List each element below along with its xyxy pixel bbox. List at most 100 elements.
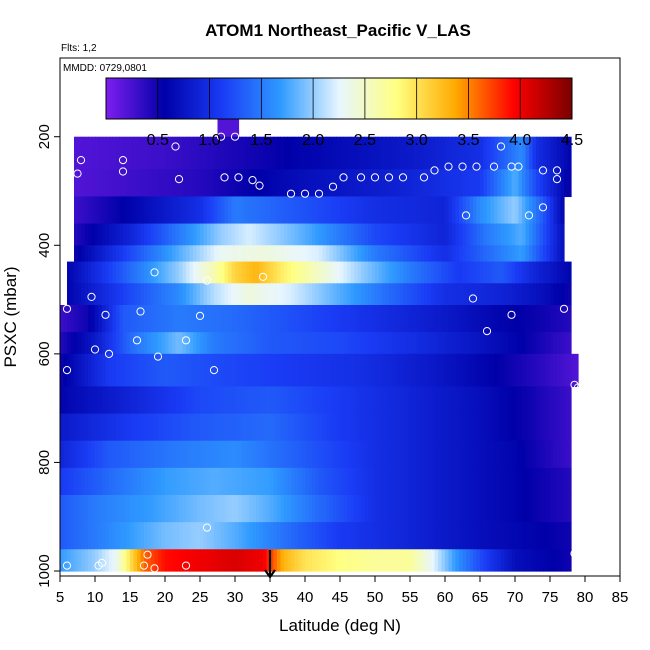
heatmap-cell [200, 549, 205, 572]
heatmap-cell [266, 261, 271, 284]
heatmap-cell [357, 223, 362, 246]
heatmap-cell [242, 305, 247, 333]
heatmap-cell [165, 283, 170, 306]
heatmap-cell [144, 245, 149, 263]
colorbar-segment [469, 78, 472, 119]
colorbar-segment [121, 78, 124, 119]
heatmap-cell [375, 332, 380, 355]
heatmap-cell [203, 413, 208, 442]
heatmap-cell [130, 196, 135, 225]
colorbar-segment [441, 78, 445, 119]
heatmap-cell [175, 522, 180, 550]
colorbar-segment [296, 78, 299, 119]
heatmap-cell [95, 549, 100, 572]
heatmap-cell [207, 522, 212, 550]
heatmap-cell [350, 413, 355, 442]
heatmap-cell [112, 522, 117, 550]
heatmap-cell [354, 440, 359, 469]
heatmap-cell [441, 413, 446, 442]
heatmap-cell [168, 261, 173, 284]
heatmap-cell [322, 136, 327, 170]
heatmap-cell [448, 245, 453, 263]
colorbar-segment [164, 78, 167, 119]
heatmap-cell [357, 495, 362, 523]
heatmap-cell [536, 413, 541, 442]
heatmap-cell [81, 245, 86, 263]
y-tick-label: 1000 [36, 554, 53, 587]
heatmap-cell [95, 467, 100, 496]
heatmap-cell [207, 245, 212, 263]
heatmap-cell [144, 305, 149, 333]
x-tick-label: 80 [577, 589, 594, 606]
heatmap-cell [196, 522, 201, 550]
heatmap-cell [154, 353, 159, 388]
heatmap-cell [522, 305, 527, 333]
colorbar-segment [480, 78, 484, 119]
heatmap-cell [483, 136, 488, 170]
heatmap-cell [431, 522, 436, 550]
heatmap-cell [263, 495, 268, 523]
heatmap-cell [536, 467, 541, 496]
latitude-arrow-marker [264, 550, 276, 579]
heatmap-cell [133, 196, 138, 225]
heatmap-cell [91, 413, 96, 442]
heatmap-cell [98, 440, 103, 469]
heatmap-cell [137, 169, 142, 198]
heatmap-cell [235, 522, 240, 550]
sample-marker [370, 173, 380, 182]
heatmap-cell [249, 353, 254, 388]
heatmap-cell [186, 353, 191, 388]
heatmap-cell [221, 413, 226, 442]
heatmap-cell [434, 169, 439, 198]
heatmap-cell [312, 169, 317, 198]
heatmap-cell [438, 353, 443, 388]
heatmap-cell [88, 495, 93, 523]
heatmap-cell [410, 495, 415, 523]
heatmap-cell [249, 223, 254, 246]
colorbar-segment [535, 78, 538, 119]
x-tick-label: 85 [612, 589, 629, 606]
heatmap-cell [382, 549, 387, 572]
heatmap-cell [546, 549, 551, 572]
heatmap-cell [511, 223, 516, 246]
colorbar-segment [234, 78, 237, 119]
heatmap-cell [116, 467, 121, 496]
heatmap-cell [161, 549, 166, 572]
heatmap-cell [413, 245, 418, 263]
heatmap-cell [175, 283, 180, 306]
heatmap-cell [291, 413, 296, 442]
heatmap-cell [231, 115, 236, 138]
heatmap-cell [242, 245, 247, 263]
heatmap-cell [196, 549, 201, 572]
x-tick-label: 70 [507, 589, 524, 606]
colorbar-segment [276, 78, 280, 119]
colorbar-segment [185, 78, 188, 119]
colorbar-tick-label: 0.5 [147, 132, 169, 149]
heatmap-cell [84, 549, 89, 572]
heatmap-cell [228, 196, 233, 225]
heatmap-cell [161, 169, 166, 198]
heatmap-cell [319, 413, 324, 442]
heatmap-cell [427, 495, 432, 523]
heatmap-cell [291, 245, 296, 263]
heatmap-cell [315, 169, 320, 198]
heatmap-cell [378, 522, 383, 550]
heatmap-cell [126, 169, 131, 198]
colorbar-segment [350, 78, 353, 119]
heatmap-cell [200, 495, 205, 523]
heatmap-cell [553, 467, 558, 496]
heatmap-cell [119, 522, 124, 550]
heatmap-cell [557, 169, 562, 198]
heatmap-cell [123, 196, 128, 225]
heatmap-cell [452, 467, 457, 496]
heatmap-cell [340, 413, 345, 442]
heatmap-cell [238, 440, 243, 469]
heatmap-cell [396, 332, 401, 355]
heatmap-cell [263, 261, 268, 284]
heatmap-cell [354, 386, 359, 415]
colorbar-segment [274, 78, 278, 119]
heatmap-cell [522, 386, 527, 415]
heatmap-cell [515, 169, 520, 198]
heatmap-cell [84, 386, 89, 415]
